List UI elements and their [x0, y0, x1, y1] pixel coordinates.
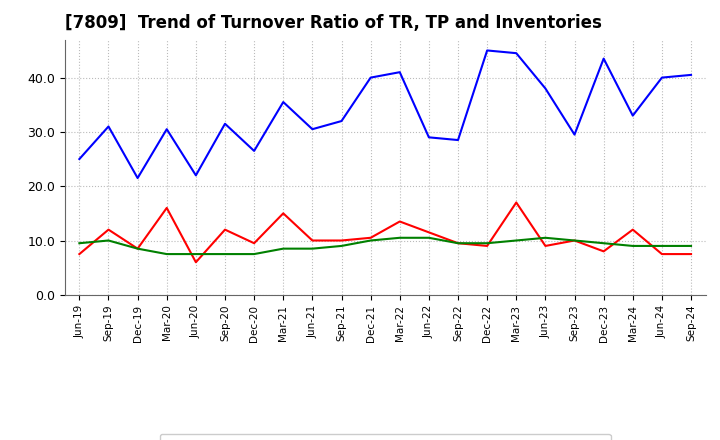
Trade Payables	[657, 75, 666, 80]
Trade Payables	[163, 127, 171, 132]
Trade Receivables	[425, 230, 433, 235]
Trade Receivables	[366, 235, 375, 240]
Trade Receivables	[75, 251, 84, 257]
Legend: Trade Receivables, Trade Payables, Inventories: Trade Receivables, Trade Payables, Inven…	[160, 434, 611, 440]
Inventories	[657, 243, 666, 249]
Trade Payables	[104, 124, 113, 129]
Trade Receivables	[308, 238, 317, 243]
Trade Payables	[483, 48, 492, 53]
Inventories	[570, 238, 579, 243]
Trade Receivables	[133, 246, 142, 251]
Inventories	[425, 235, 433, 240]
Trade Receivables	[541, 243, 550, 249]
Trade Payables	[541, 86, 550, 91]
Trade Payables	[279, 99, 287, 105]
Line: Trade Receivables: Trade Receivables	[79, 202, 691, 262]
Inventories	[220, 251, 229, 257]
Trade Receivables	[629, 227, 637, 232]
Inventories	[483, 241, 492, 246]
Trade Payables	[454, 137, 462, 143]
Inventories	[250, 251, 258, 257]
Inventories	[163, 251, 171, 257]
Trade Payables	[337, 118, 346, 124]
Trade Receivables	[192, 260, 200, 265]
Trade Receivables	[104, 227, 113, 232]
Trade Receivables	[599, 249, 608, 254]
Inventories	[512, 238, 521, 243]
Inventories	[337, 243, 346, 249]
Trade Payables	[75, 156, 84, 161]
Trade Payables	[366, 75, 375, 80]
Trade Payables	[192, 173, 200, 178]
Inventories	[541, 235, 550, 240]
Inventories	[454, 241, 462, 246]
Trade Payables	[133, 176, 142, 181]
Trade Payables	[395, 70, 404, 75]
Trade Receivables	[279, 211, 287, 216]
Inventories	[629, 243, 637, 249]
Inventories	[279, 246, 287, 251]
Inventories	[75, 241, 84, 246]
Trade Receivables	[657, 251, 666, 257]
Trade Receivables	[512, 200, 521, 205]
Trade Receivables	[454, 241, 462, 246]
Inventories	[395, 235, 404, 240]
Line: Inventories: Inventories	[79, 238, 691, 254]
Trade Receivables	[163, 205, 171, 211]
Trade Payables	[425, 135, 433, 140]
Text: [7809]  Trend of Turnover Ratio of TR, TP and Inventories: [7809] Trend of Turnover Ratio of TR, TP…	[65, 15, 602, 33]
Inventories	[192, 251, 200, 257]
Trade Receivables	[250, 241, 258, 246]
Line: Trade Payables: Trade Payables	[79, 51, 691, 178]
Trade Receivables	[220, 227, 229, 232]
Inventories	[687, 243, 696, 249]
Trade Payables	[220, 121, 229, 126]
Trade Receivables	[483, 243, 492, 249]
Trade Payables	[250, 148, 258, 154]
Inventories	[308, 246, 317, 251]
Inventories	[366, 238, 375, 243]
Trade Payables	[599, 56, 608, 61]
Trade Payables	[512, 51, 521, 56]
Inventories	[104, 238, 113, 243]
Trade Receivables	[570, 238, 579, 243]
Trade Payables	[570, 132, 579, 137]
Inventories	[599, 241, 608, 246]
Inventories	[133, 246, 142, 251]
Trade Payables	[308, 127, 317, 132]
Trade Payables	[687, 72, 696, 77]
Trade Receivables	[395, 219, 404, 224]
Trade Receivables	[337, 238, 346, 243]
Trade Payables	[629, 113, 637, 118]
Trade Receivables	[687, 251, 696, 257]
